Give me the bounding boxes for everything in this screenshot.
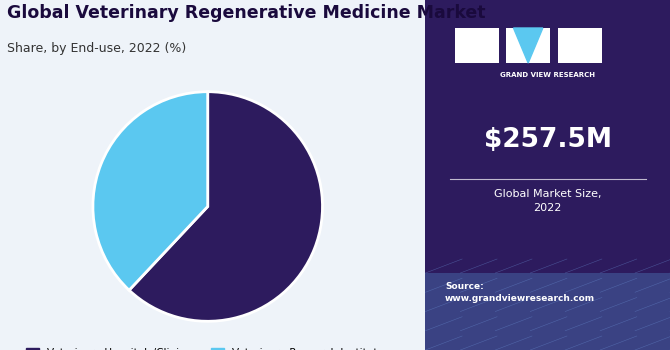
FancyBboxPatch shape <box>425 273 670 350</box>
FancyBboxPatch shape <box>506 28 550 63</box>
Text: Share, by End-use, 2022 (%): Share, by End-use, 2022 (%) <box>7 42 186 55</box>
FancyBboxPatch shape <box>425 0 670 350</box>
Legend: Veterinary Hospitals/Clinics, Veterinary Research Institutes: Veterinary Hospitals/Clinics, Veterinary… <box>22 344 393 350</box>
Text: Global Veterinary Regenerative Medicine Market: Global Veterinary Regenerative Medicine … <box>7 4 485 21</box>
Wedge shape <box>93 92 208 290</box>
Wedge shape <box>129 92 322 321</box>
Text: Source:
www.grandviewresearch.com: Source: www.grandviewresearch.com <box>445 282 595 303</box>
FancyBboxPatch shape <box>455 28 498 63</box>
Text: GRAND VIEW RESEARCH: GRAND VIEW RESEARCH <box>500 72 595 78</box>
Text: $257.5M: $257.5M <box>484 127 612 153</box>
Text: Global Market Size,
2022: Global Market Size, 2022 <box>494 189 602 213</box>
FancyBboxPatch shape <box>557 28 602 63</box>
Polygon shape <box>513 28 543 63</box>
